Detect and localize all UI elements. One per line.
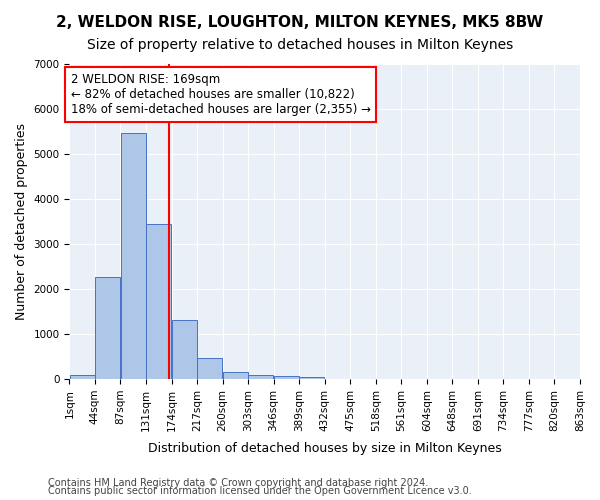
Bar: [172, 320, 197, 379]
Bar: [70, 376, 95, 379]
Bar: [146, 224, 171, 379]
Y-axis label: Number of detached properties: Number of detached properties: [15, 123, 28, 320]
X-axis label: Distribution of detached houses by size in Milton Keynes: Distribution of detached houses by size …: [148, 442, 502, 455]
Bar: [121, 133, 146, 379]
Text: 2, WELDON RISE, LOUGHTON, MILTON KEYNES, MK5 8BW: 2, WELDON RISE, LOUGHTON, MILTON KEYNES,…: [56, 15, 544, 30]
Bar: [223, 372, 248, 379]
Text: Contains HM Land Registry data © Crown copyright and database right 2024.: Contains HM Land Registry data © Crown c…: [48, 478, 428, 488]
Bar: [274, 376, 299, 379]
Bar: [299, 378, 325, 379]
Bar: [95, 277, 120, 379]
Text: 2 WELDON RISE: 169sqm
← 82% of detached houses are smaller (10,822)
18% of semi-: 2 WELDON RISE: 169sqm ← 82% of detached …: [71, 73, 371, 116]
Text: Contains public sector information licensed under the Open Government Licence v3: Contains public sector information licen…: [48, 486, 472, 496]
Text: Size of property relative to detached houses in Milton Keynes: Size of property relative to detached ho…: [87, 38, 513, 52]
Bar: [248, 375, 274, 379]
Bar: [197, 358, 222, 379]
